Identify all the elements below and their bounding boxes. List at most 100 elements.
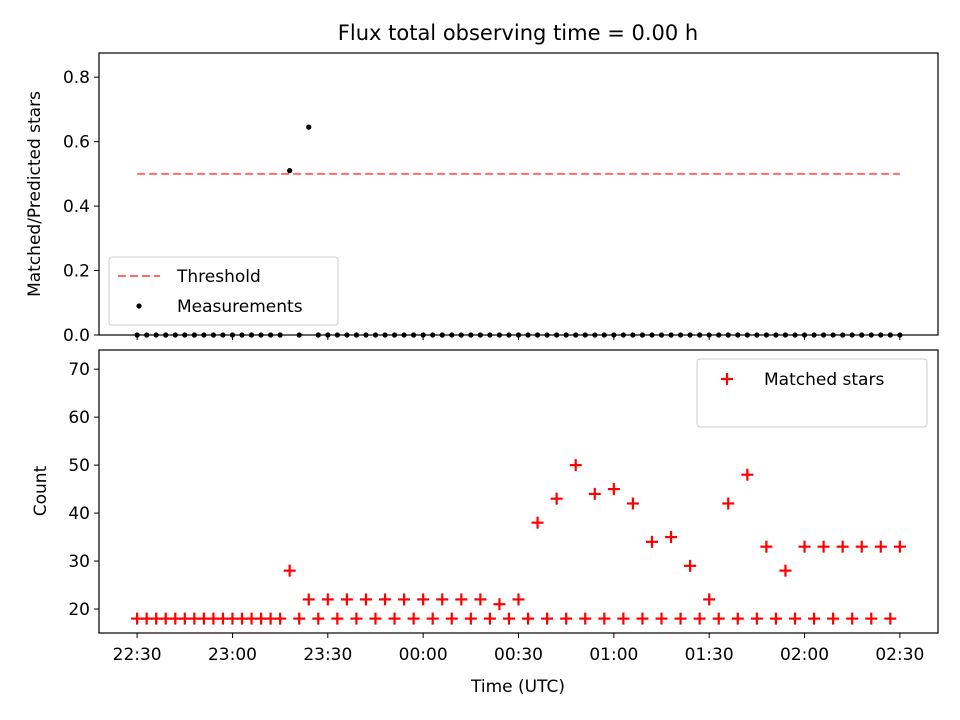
matched-star-point (598, 612, 611, 625)
matched-star-point (788, 612, 801, 625)
matched-star-point (522, 612, 535, 625)
matched-star-point (379, 593, 392, 606)
matched-star-point (293, 612, 306, 625)
measurement-point (306, 124, 312, 130)
matched-star-point (855, 540, 868, 553)
matched-star-point (493, 598, 506, 611)
matched-star-point (541, 612, 554, 625)
bottom-xtick-label: 01:30 (685, 645, 734, 665)
matched-star-point (388, 612, 401, 625)
top-legend-box (108, 256, 339, 326)
matched-star-point (331, 612, 344, 625)
matched-star-point (531, 516, 544, 529)
measurement-point (287, 168, 293, 174)
matched-star-point (665, 531, 678, 544)
matched-star-point (722, 497, 735, 510)
matched-star-point (655, 612, 668, 625)
top-legend: Threshold Measurements (108, 256, 339, 326)
bottom-xtick-label: 23:00 (208, 645, 257, 665)
matched-star-point (808, 612, 821, 625)
matched-star-point (398, 593, 411, 606)
top-ytick-label: 0.4 (63, 197, 90, 217)
matched-star-point (769, 612, 782, 625)
legend-measurements-swatch (136, 303, 142, 309)
matched-star-point (693, 612, 706, 625)
matched-star-point (464, 612, 477, 625)
matched-star-point (636, 612, 649, 625)
bottom-xtick-label: 02:30 (875, 645, 924, 665)
top-ytick-label: 0.6 (63, 133, 90, 153)
matched-star-point (550, 492, 563, 505)
legend-threshold-label: Threshold (176, 267, 261, 287)
top-chart-ylabel: Matched/Predicted stars (25, 91, 45, 297)
matched-star-point (684, 559, 697, 572)
matched-star-point (560, 612, 573, 625)
matched-star-point (626, 497, 639, 510)
matched-star-point (617, 612, 630, 625)
bottom-plot-area: 20 30 40 50 60 70 22:30 23:00 23:30 00:00 00:30 01:… (68, 349, 939, 665)
bottom-chart-ylabel: Count (31, 465, 51, 516)
legend-matched-swatch (721, 373, 733, 385)
bottom-legend-box (696, 358, 928, 428)
bottom-ytick-label: 40 (68, 504, 90, 524)
matched-star-point (731, 612, 744, 625)
matched-star-point (321, 593, 334, 606)
top-plot-area: 0.0 0.2 0.4 0.6 0.8 Threshold Measurements (63, 52, 939, 346)
matched-star-point (512, 593, 525, 606)
matched-star-point (502, 612, 515, 625)
matched-star-point (274, 612, 287, 625)
matched-star-point (407, 612, 420, 625)
bottom-ytick-label: 60 (68, 408, 90, 428)
matched-star-point (817, 540, 830, 553)
bottom-chart-xlabel: Time (UTC) (470, 677, 565, 697)
bottom-ytick-label: 50 (68, 456, 90, 476)
matched-star-point (483, 612, 496, 625)
bottom-xtick-label: 23:30 (303, 645, 352, 665)
matched-star-point (283, 564, 296, 577)
matched-star-point (645, 535, 658, 548)
matched-star-point (455, 593, 468, 606)
matched-star-point (874, 540, 887, 553)
matched-star-point (359, 593, 372, 606)
top-ytick-label: 0.2 (63, 262, 90, 282)
matched-star-point (417, 593, 430, 606)
matched-star-point (607, 483, 620, 496)
bottom-xtick-label: 22:30 (113, 645, 162, 665)
matched-star-point (884, 612, 897, 625)
matched-star-point (703, 593, 716, 606)
matched-star-point (827, 612, 840, 625)
matched-star-point (588, 487, 601, 500)
matched-star-point (312, 612, 325, 625)
matched-star-point (865, 612, 878, 625)
bottom-ytick-label: 70 (68, 360, 90, 380)
matched-star-point (846, 612, 859, 625)
bottom-ytick-label: 20 (68, 600, 90, 620)
matched-star-point (741, 468, 754, 481)
matched-star-point (798, 540, 811, 553)
top-chart-title: Flux total observing time = 0.00 h (338, 21, 698, 45)
matched-star-point (474, 593, 487, 606)
matched-star-point (426, 612, 439, 625)
legend-measurements-label: Measurements (177, 297, 303, 317)
top-ytick-label: 0.0 (63, 326, 90, 346)
matched-star-point (760, 540, 773, 553)
bottom-legend: Matched stars (696, 358, 928, 428)
matched-star-point (674, 612, 687, 625)
matched-star-point (750, 612, 763, 625)
top-ytick-label: 0.8 (63, 68, 90, 88)
matched-star-point (340, 593, 353, 606)
matched-star-point (569, 459, 582, 472)
matched-star-point (712, 612, 725, 625)
bottom-xtick-label: 02:00 (780, 645, 829, 665)
legend-matched-label: Matched stars (764, 370, 884, 390)
matched-star-point (302, 593, 315, 606)
bottom-xtick-label: 00:00 (399, 645, 448, 665)
matched-star-point (579, 612, 592, 625)
bottom-ytick-label: 30 (68, 552, 90, 572)
bottom-xtick-label: 01:00 (589, 645, 638, 665)
matched-star-point (369, 612, 382, 625)
matched-star-point (350, 612, 363, 625)
matched-star-point (893, 540, 906, 553)
matched-star-point (779, 564, 792, 577)
